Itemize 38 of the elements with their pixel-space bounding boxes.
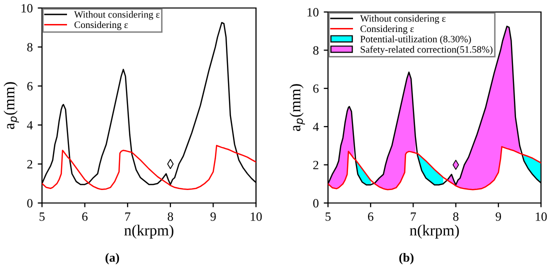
legend-label: Without considering ε bbox=[360, 14, 446, 24]
x-tick-label: 10 bbox=[250, 212, 262, 221]
y-axis-title: a$_{p}$(mm) bbox=[4, 82, 19, 130]
y-tick-label: 8 bbox=[313, 46, 318, 55]
legend-label: Considering ε bbox=[74, 21, 128, 30]
x-tick-label: 6 bbox=[368, 212, 374, 221]
x-tick-label: 8 bbox=[168, 212, 174, 221]
y-tick-label: 0 bbox=[313, 199, 318, 208]
legend-label: Without considering ε bbox=[74, 10, 160, 20]
x-tick-label: 7 bbox=[410, 212, 416, 221]
x-tick-label: 7 bbox=[125, 212, 130, 221]
x-tick-label: 9 bbox=[210, 212, 216, 221]
x-tick-label: 5 bbox=[326, 212, 331, 221]
legend-label: Potential-utilization (8.30%) bbox=[360, 36, 471, 44]
x-tick-label: 10 bbox=[536, 212, 547, 221]
x-axis-title: n(krpm) bbox=[410, 224, 459, 239]
y-tick-label: 6 bbox=[27, 82, 33, 90]
x-tick-label: 5 bbox=[40, 212, 45, 221]
y-tick-label: 2 bbox=[313, 160, 318, 170]
y-tick-label: 0 bbox=[27, 199, 32, 208]
y-tick-label: 4 bbox=[26, 121, 33, 130]
x-tick-label: 8 bbox=[453, 212, 458, 221]
y-tick-label: 4 bbox=[312, 122, 319, 131]
y-tick-label: 2 bbox=[27, 160, 32, 168]
legend-label: Considering ε bbox=[360, 25, 414, 34]
text: (b) bbox=[399, 252, 414, 264]
y-tick-label: 10 bbox=[308, 8, 318, 16]
legend-label: Safety-related correction(51.58%) bbox=[360, 46, 492, 55]
y-axis-title: a$_{p}$(mm) bbox=[290, 84, 305, 132]
text: (a) bbox=[106, 252, 120, 264]
line-series bbox=[328, 146, 541, 190]
x-tick-label: 6 bbox=[82, 212, 88, 221]
line-series bbox=[42, 144, 256, 190]
y-tick-label: 6 bbox=[313, 84, 319, 93]
x-axis-title: n(krpm) bbox=[124, 224, 174, 239]
x-tick-label: 9 bbox=[496, 212, 502, 221]
y-tick-label: 8 bbox=[27, 43, 32, 52]
y-tick-label: 10 bbox=[22, 4, 32, 12]
